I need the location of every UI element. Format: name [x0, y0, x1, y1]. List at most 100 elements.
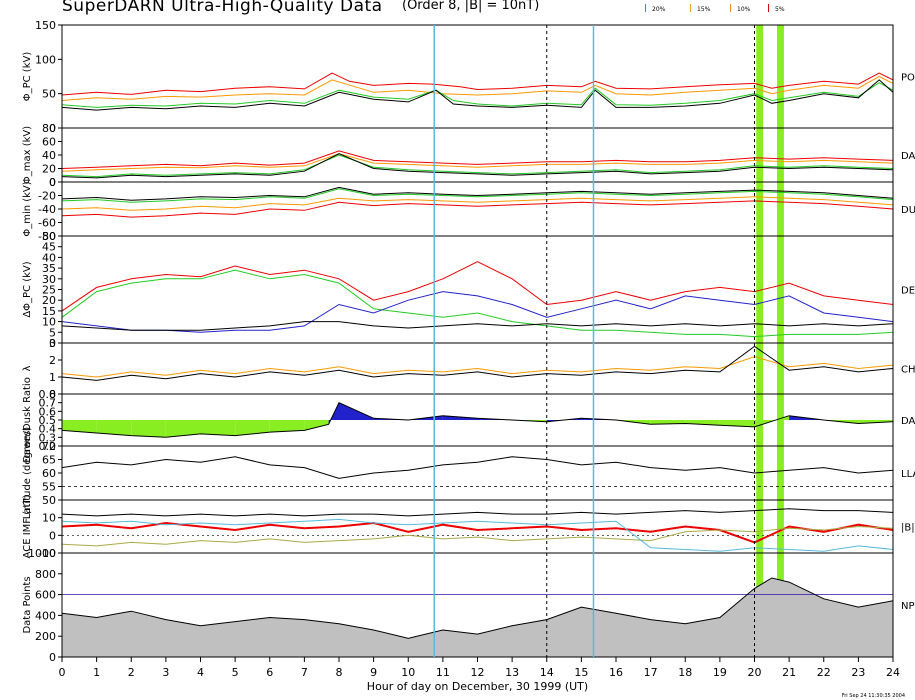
- legend-item-5: 5%: [768, 4, 785, 13]
- xtick-label-3: 3: [162, 666, 169, 679]
- ytick-label-delta-phi-5: 25: [42, 284, 56, 297]
- legend-label-15: 15%: [697, 6, 711, 13]
- legend-label-10: 10%: [737, 6, 751, 13]
- xtick-label-6: 6: [266, 666, 273, 679]
- ytick-label-delta-phi-8: 40: [42, 251, 56, 264]
- xtick-label-16: 16: [609, 666, 623, 679]
- series-delta-phi-blue: [61, 291, 894, 333]
- ytick-label-latitude-1: 55: [42, 481, 56, 494]
- right-label-n: CH: [901, 365, 915, 376]
- ytick-label-delta-phi-10: 50: [42, 230, 56, 243]
- ratio-fill-3: [165, 420, 201, 438]
- xtick-label-14: 14: [540, 666, 554, 679]
- ylabel-latitude: Latitude (degrees): [22, 427, 33, 519]
- series-phi-pc-green: [61, 82, 894, 108]
- series-imf-red: [61, 521, 894, 544]
- ytick-label-phi-min-0: -80: [38, 230, 56, 243]
- legend-item-20: 20%: [645, 4, 665, 13]
- ytick-label-ratio-0: 0.2: [39, 440, 57, 453]
- series-phi-max-red: [61, 150, 894, 169]
- ytick-label-delta-phi-9: 45: [42, 241, 56, 254]
- ytick-label-phi-max-0: 0: [49, 176, 56, 189]
- ytick-label-n-0: 0: [49, 388, 56, 401]
- panel-imf: -10 0 10 ACE IMF (nT) |B|: [22, 494, 915, 560]
- ytick-label-phi-pc-1: 50: [42, 88, 56, 101]
- series-delta-phi-black: [61, 321, 894, 331]
- panel-frame-phi-min: [61, 181, 894, 237]
- ytick-label-ratio-2: 0.4: [39, 423, 57, 436]
- ytick-label-phi-min-4: 0: [49, 176, 56, 189]
- series-imf-black: [61, 508, 894, 517]
- xtick-label-19: 19: [713, 666, 727, 679]
- ytick-label-phi-pc-2: 100: [35, 53, 56, 66]
- ytick-label-latitude-2: 60: [42, 467, 56, 480]
- xtick-label-2: 2: [128, 666, 135, 679]
- right-label-phi-min: DU: [901, 205, 915, 216]
- xtick-label-4: 4: [197, 666, 204, 679]
- right-label-points: NP: [901, 601, 915, 612]
- ytick-label-n-3: 3: [49, 337, 56, 350]
- ytick-label-delta-phi-2: 10: [42, 316, 56, 329]
- xtick-label-0: 0: [59, 666, 66, 679]
- ytick-label-n-1: 1: [49, 371, 56, 384]
- ytick-label-imf-2: 10: [42, 512, 56, 525]
- right-label-ratio: DAY: [901, 416, 915, 427]
- ytick-label-phi-min-3: -20: [38, 190, 56, 203]
- ytick-label-latitude-0: 50: [42, 494, 56, 507]
- legend-label-5: 5%: [775, 6, 785, 13]
- legend-item-10: 10%: [730, 4, 750, 13]
- ytick-label-phi-max-4: 80: [42, 122, 56, 135]
- page-title: SuperDARN Ultra-High-Quality Data: [62, 0, 383, 16]
- series-latitude-black: [61, 456, 894, 479]
- ytick-label-phi-min-1: -60: [38, 217, 56, 230]
- series-phi-max-orange: [61, 153, 894, 172]
- series-n-orange: [61, 356, 894, 378]
- ytick-label-points-3: 600: [35, 589, 56, 602]
- ytick-label-points-4: 800: [35, 568, 56, 581]
- xtick-label-7: 7: [301, 666, 308, 679]
- xtick-label-24: 24: [886, 666, 900, 679]
- ratio-fill-2: [131, 420, 166, 438]
- ytick-label-delta-phi-3: 15: [42, 305, 56, 318]
- ytick-label-delta-phi-1: 5: [49, 326, 56, 339]
- xtick-label-17: 17: [644, 666, 658, 679]
- right-label-imf: |B|: [901, 523, 915, 534]
- series-phi-min-red: [61, 200, 894, 218]
- series-phi-pc-black: [61, 79, 894, 111]
- title-bar: SuperDARN Ultra-High-Quality Data (Order…: [0, 0, 915, 20]
- ytick-label-phi-min-2: -40: [38, 203, 56, 216]
- ratio-fill-4: [200, 420, 236, 436]
- ytick-label-delta-phi-4: 20: [42, 294, 56, 307]
- series-phi-max-black: [61, 153, 894, 179]
- series-n-black: [61, 345, 894, 381]
- legend-swatch-20: [645, 4, 646, 12]
- ylabel-delta-phi: ΔΦ_PC (kV): [22, 261, 33, 317]
- timestamp: Fri Sep 24 11:30:35 2004: [841, 693, 905, 699]
- ytick-label-ratio-4: 0.6: [39, 405, 57, 418]
- ytick-label-delta-phi-0: 0: [49, 337, 56, 350]
- series-delta-phi-red: [61, 261, 894, 312]
- xtick-label-9: 9: [370, 666, 377, 679]
- right-label-phi-pc: PO: [901, 73, 915, 84]
- panel-points: 0 200 400 600 800 1000 Data Points NP: [22, 547, 915, 664]
- ytick-label-latitude-4: 70: [42, 440, 56, 453]
- legend-item-15: 15%: [690, 4, 710, 13]
- ytick-label-points-2: 400: [35, 609, 56, 622]
- xtick-label-12: 12: [471, 666, 485, 679]
- ytick-label-imf-1: 0: [49, 529, 56, 542]
- ytick-label-ratio-3: 0.5: [39, 414, 57, 427]
- panel-frame-phi-pc: [61, 24, 894, 129]
- ytick-label-n-2: 2: [49, 354, 56, 367]
- xtick-label-8: 8: [336, 666, 343, 679]
- ytick-label-phi-max-2: 40: [42, 149, 56, 162]
- ylabel-n: λ: [22, 365, 33, 371]
- series-phi-min-green: [61, 188, 894, 203]
- ratio-fill-19: [685, 420, 720, 426]
- xtick-label-21: 21: [782, 666, 796, 679]
- right-label-phi-max: DA: [901, 151, 915, 162]
- series-phi-min-orange: [61, 196, 894, 211]
- page-subtitle: (Order 8, |B| = 10nT): [402, 0, 540, 13]
